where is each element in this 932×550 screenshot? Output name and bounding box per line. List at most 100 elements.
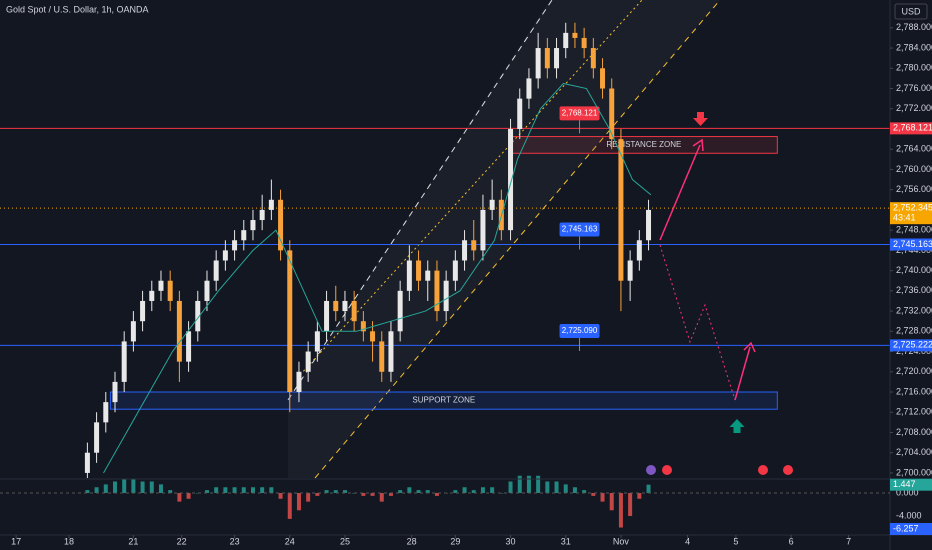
candle-body xyxy=(600,68,606,89)
candle-body xyxy=(204,280,210,301)
macd-bar xyxy=(434,493,439,496)
y-tick-label: 2,716.000 xyxy=(896,386,932,396)
macd-bar xyxy=(582,490,587,494)
currency-box xyxy=(894,3,928,20)
candle-body xyxy=(333,300,339,312)
macd-bar xyxy=(591,493,596,496)
macd-bar xyxy=(563,484,568,494)
macd-bar xyxy=(600,493,605,502)
macd-bar xyxy=(94,487,99,494)
candle-body xyxy=(103,402,109,423)
macd-bar xyxy=(177,493,182,502)
macd-bar xyxy=(508,481,513,494)
candle-body xyxy=(213,260,219,281)
candle-body xyxy=(360,321,366,332)
candle-body xyxy=(149,290,155,301)
macd-bar xyxy=(480,487,485,494)
x-tick-label: 30 xyxy=(506,536,516,546)
candle-body xyxy=(278,199,284,251)
candle-body xyxy=(259,209,265,221)
macd-bar xyxy=(554,481,559,494)
arrow-head xyxy=(692,138,704,152)
candle-body xyxy=(563,32,569,49)
y-tick-label: 2,736.000 xyxy=(896,285,932,295)
candle-body xyxy=(627,260,633,281)
macd-bar xyxy=(453,490,458,494)
x-tick-label: 25 xyxy=(340,536,350,546)
macd-bar xyxy=(526,475,531,494)
candle-body xyxy=(158,280,164,291)
macd-bar xyxy=(223,487,228,494)
y-tick-label: 2,764.000 xyxy=(896,144,932,154)
y-tick-label: 2,700.000 xyxy=(896,467,932,477)
candle-body xyxy=(406,260,412,291)
macd-bar xyxy=(168,490,173,494)
macd-bar xyxy=(517,475,522,494)
candle-body xyxy=(554,48,560,69)
x-tick-label: 4 xyxy=(685,536,690,546)
candle-body xyxy=(232,240,238,251)
candle-body xyxy=(609,88,615,140)
y-tick-label: 2,784.000 xyxy=(896,42,932,52)
candle-body xyxy=(370,331,376,342)
note-box xyxy=(559,106,600,121)
macd-bar xyxy=(499,493,504,494)
macd-bar xyxy=(140,481,145,494)
current-price-tag xyxy=(890,202,932,225)
candle-body xyxy=(351,300,357,322)
projection-bounce xyxy=(734,346,751,401)
candle-body xyxy=(195,300,201,332)
candle-body xyxy=(305,351,311,372)
level-tag xyxy=(890,122,932,135)
candle-body xyxy=(636,240,642,261)
x-tick-label: Nov xyxy=(613,536,630,546)
candle-body xyxy=(241,230,247,241)
candle-body xyxy=(572,32,578,38)
macd-bar xyxy=(536,475,541,494)
macd-tick-label: 0.000 xyxy=(896,487,919,497)
macd-bar xyxy=(646,484,651,494)
macd-bar xyxy=(131,478,136,494)
macd-bar xyxy=(269,487,274,494)
candle-body xyxy=(342,300,348,312)
y-tick-label: 2,712.000 xyxy=(896,407,932,417)
macd-bar xyxy=(388,493,393,496)
zone-label: SUPPORT ZONE xyxy=(412,396,475,405)
candle-body xyxy=(379,341,385,372)
macd-tick-label: -4.000 xyxy=(896,510,922,520)
countdown: 43:41 xyxy=(893,213,916,223)
macd-bar xyxy=(214,487,219,494)
macd-tag xyxy=(890,478,932,491)
candle-body xyxy=(618,139,624,281)
candle-body xyxy=(443,280,449,312)
y-tick-label: 2,748.000 xyxy=(896,225,932,235)
macd-bar xyxy=(324,490,329,494)
event-icon xyxy=(646,465,656,475)
macd-bar xyxy=(407,487,412,494)
macd-bar xyxy=(618,493,623,528)
macd-bar xyxy=(462,487,467,494)
candle-body xyxy=(121,341,127,382)
candle-body xyxy=(434,270,440,312)
event-icon xyxy=(662,465,672,475)
candle-body xyxy=(388,331,394,372)
x-tick-label: 5 xyxy=(733,536,738,546)
candle-body xyxy=(186,331,192,362)
x-tick-label: 22 xyxy=(177,536,187,546)
macd-tag-label: 1.447 xyxy=(893,479,916,489)
x-tick-label: 31 xyxy=(561,536,571,546)
candle-body xyxy=(397,290,403,332)
event-icon xyxy=(758,465,768,475)
y-tick-label: 2,772.000 xyxy=(896,103,932,113)
candle-body xyxy=(250,220,256,231)
macd-bar xyxy=(609,493,614,511)
candle-body xyxy=(416,260,422,281)
chart-title: Gold Spot / U.S. Dollar, 1h, OANDA xyxy=(6,4,149,14)
macd-bar xyxy=(232,487,237,494)
y-tick-label: 2,704.000 xyxy=(896,447,932,457)
arrow-head xyxy=(743,341,756,353)
y-tick-label: 2,708.000 xyxy=(896,427,932,437)
candle-body xyxy=(526,78,532,99)
